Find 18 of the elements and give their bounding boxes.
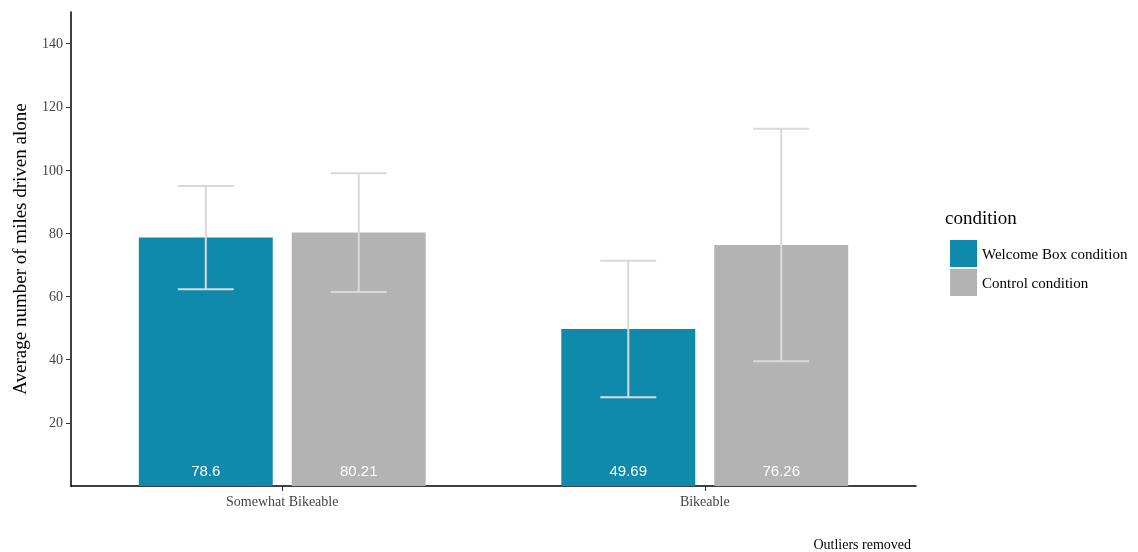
legend-label: Welcome Box condition — [982, 245, 1128, 262]
data-label: 49.69 — [609, 462, 648, 479]
y-tick-label: 120 — [42, 99, 63, 115]
legend-title: condition — [945, 207, 1018, 228]
y-tick-label: 140 — [42, 36, 63, 52]
x-tick-label: Somewhat Bikeable — [226, 493, 339, 509]
y-tick-label: 100 — [42, 162, 63, 178]
data-label: 76.26 — [762, 462, 800, 479]
x-tick-label: Bikeable — [679, 493, 730, 509]
y-axis-title: Average number of miles driven alone — [9, 103, 30, 395]
y-tick-label: 40 — [49, 352, 63, 368]
data-label: 78.6 — [191, 462, 221, 479]
y-tick-label: 80 — [49, 225, 63, 241]
data-label: 80.21 — [339, 462, 378, 479]
text: Outliers removed — [813, 536, 912, 552]
legend-label: Control condition — [982, 274, 1089, 291]
y-tick-label: 20 — [49, 415, 63, 431]
y-tick-label: 60 — [49, 288, 63, 304]
